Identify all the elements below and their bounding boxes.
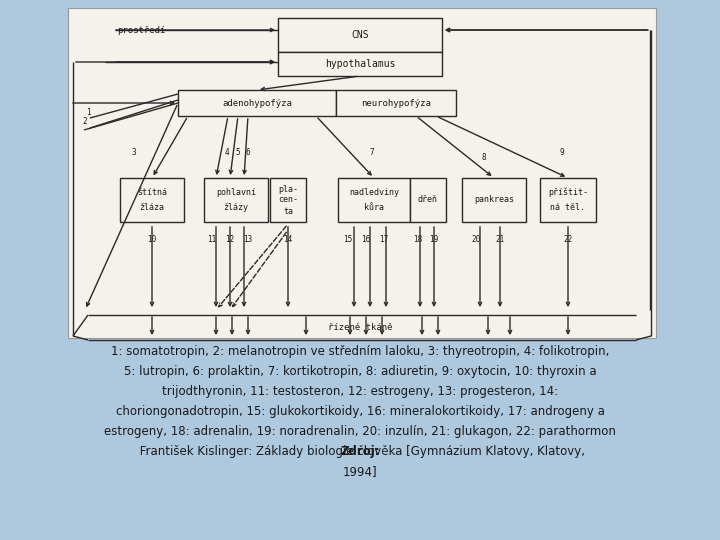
Text: 8: 8 [482, 153, 487, 162]
Text: estrogeny, 18: adrenalin, 19: noradrenalin, 20: inzulín, 21: glukagon, 22: parat: estrogeny, 18: adrenalin, 19: noradrenal… [104, 425, 616, 438]
Text: 7: 7 [370, 148, 374, 157]
Text: 1: 1 [86, 108, 91, 117]
Text: neurohypofýza: neurohypofýza [361, 98, 431, 107]
Text: pla-: pla- [278, 185, 298, 193]
Text: 16: 16 [361, 235, 371, 244]
Text: adenohypofýza: adenohypofýza [222, 98, 292, 107]
Text: dřeň: dřeň [418, 195, 438, 205]
Text: 20: 20 [472, 235, 481, 244]
Bar [278, 52, 442, 76]
Text: 18: 18 [413, 235, 423, 244]
Bar [278, 18, 442, 52]
Text: nadledviny: nadledviny [349, 188, 399, 197]
Text: 2: 2 [82, 117, 86, 126]
Text: 3: 3 [132, 148, 137, 157]
Text: František Kislinger: Základy biologie člověka [Gymnázium Klatovy, Klatovy,: František Kislinger: Základy biologie čl… [135, 445, 585, 458]
Text: Zdroj:: Zdroj: [340, 445, 380, 458]
Text: 5: 5 [235, 148, 240, 157]
Bar [68, 8, 656, 338]
Text: 13: 13 [243, 235, 253, 244]
Text: ná těl.: ná těl. [551, 203, 585, 212]
Text: 14: 14 [284, 235, 292, 244]
Text: 9: 9 [560, 148, 564, 157]
Bar [204, 178, 268, 222]
Bar [410, 178, 446, 222]
Bar [178, 90, 336, 116]
Text: 1: somatotropin, 2: melanotropin ve středním laloku, 3: thyreotropin, 4: folikot: 1: somatotropin, 2: melanotropin ve stře… [111, 345, 609, 358]
Text: 6: 6 [245, 148, 250, 157]
Text: choriongonadotropin, 15: glukokortikoidy, 16: mineralokortikoidy, 17: androgeny : choriongonadotropin, 15: glukokortikoidy… [116, 405, 604, 418]
Text: 5: lutropin, 6: prolaktin, 7: kortikotropin, 8: adiuretin, 9: oxytocin, 10: thyr: 5: lutropin, 6: prolaktin, 7: kortikotro… [124, 365, 596, 378]
Text: příštit-: příštit- [548, 188, 588, 198]
Bar [270, 178, 306, 222]
Text: 1994]: 1994] [343, 465, 377, 478]
Bar [540, 178, 596, 222]
Text: pankreas: pankreas [474, 195, 514, 205]
Text: štítná: štítná [137, 188, 167, 197]
Text: ta: ta [283, 206, 293, 215]
Bar [338, 178, 410, 222]
Text: 15: 15 [343, 235, 353, 244]
Text: prostředí: prostředí [117, 26, 166, 35]
Text: řízené tkáně: řízené tkáně [328, 322, 392, 332]
Bar [336, 90, 456, 116]
Text: trijodthyronin, 11: testosteron, 12: estrogeny, 13: progesteron, 14:: trijodthyronin, 11: testosteron, 12: est… [162, 385, 558, 398]
Text: 4: 4 [225, 148, 230, 157]
Text: 11: 11 [207, 235, 217, 244]
Text: CNS: CNS [351, 30, 369, 40]
Text: hypothalamus: hypothalamus [325, 59, 395, 69]
Text: 19: 19 [429, 235, 438, 244]
Text: žláza: žláza [140, 203, 164, 212]
Text: kůra: kůra [364, 203, 384, 212]
Bar [462, 178, 526, 222]
Text: 17: 17 [379, 235, 389, 244]
Text: žlázy: žlázy [223, 203, 248, 212]
Text: 12: 12 [225, 235, 235, 244]
Text: cen-: cen- [278, 195, 298, 205]
Bar [120, 178, 184, 222]
Text: pohlavní: pohlavní [216, 188, 256, 197]
Text: 22: 22 [563, 235, 572, 244]
Text: 10: 10 [148, 235, 157, 244]
Text: 21: 21 [495, 235, 505, 244]
